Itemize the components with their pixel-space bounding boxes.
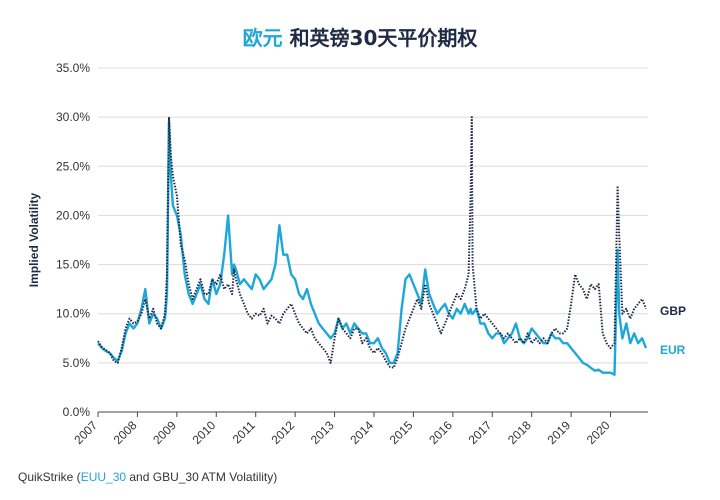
x-tick-label: 2007 [71, 418, 100, 447]
x-tick-label: 2013 [308, 418, 337, 447]
x-tick-label: 2017 [466, 418, 495, 447]
x-tick-label: 2018 [505, 418, 534, 447]
y-tick-label: 15.0% [56, 258, 90, 272]
source-note: QuikStrike (EUU_30 and GBU_30 ATM Volati… [18, 470, 277, 484]
x-tick-label: 2009 [150, 418, 179, 447]
x-tick-label: 2012 [268, 418, 297, 447]
y-tick-label: 30.0% [56, 110, 90, 124]
series-line-eur [97, 120, 648, 376]
legend-label-gbp: GBP [660, 304, 686, 318]
x-tick-label: 2019 [544, 418, 573, 447]
title-rest: 和英镑30天平价期权 [289, 26, 478, 50]
series-line-gbp [97, 116, 647, 369]
y-tick-label: 0.0% [63, 405, 91, 419]
x-tick-label: 2016 [426, 418, 455, 447]
x-tick-label: 2010 [190, 418, 219, 447]
source-highlight: EUU_30 [80, 470, 127, 484]
x-tick-label: 2008 [111, 418, 140, 447]
title-highlight: 欧元 [242, 26, 283, 50]
y-tick-label: 35.0% [56, 61, 90, 75]
source-suffix: and GBU_30 ATM Volatility) [126, 470, 278, 484]
x-tick-label: 2020 [584, 418, 613, 447]
source-prefix: QuikStrike ( [18, 470, 81, 484]
y-tick-label: 20.0% [56, 208, 90, 222]
x-tick-label: 2015 [387, 418, 416, 447]
chart-title: 欧元 和英镑30天平价期权 [0, 22, 720, 51]
y-axis-label: Implied Volatility [27, 192, 41, 287]
y-tick-label: 10.0% [56, 307, 90, 321]
y-tick-label: 25.0% [56, 159, 90, 173]
y-tick-label: 5.0% [63, 356, 91, 370]
x-tick-label: 2011 [230, 418, 258, 446]
x-tick-label: 2014 [347, 418, 376, 447]
legend-label-eur: EUR [660, 343, 686, 357]
